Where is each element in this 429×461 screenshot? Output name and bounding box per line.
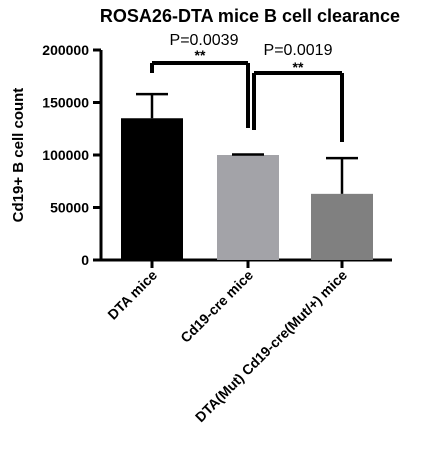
chart-title: ROSA26-DTA mice B cell clearance: [100, 6, 400, 26]
y-tick-label: 150000: [42, 95, 89, 111]
plot-area: 0 50000 100000 150000 200000 DTA mice Cd19-cre…: [42, 32, 392, 425]
bar-3: [311, 193, 373, 260]
x-tick-label: Cd19-cre mice: [177, 267, 256, 346]
y-tick-label: 200000: [42, 42, 89, 58]
p-value-label: P=0.0039: [170, 32, 239, 49]
p-value-label: P=0.0019: [264, 42, 333, 59]
y-tick-label: 0: [81, 252, 89, 268]
y-axis-label: Cd19+ B cell count: [10, 88, 27, 223]
bar-2: [217, 155, 279, 260]
y-tick-label: 100000: [42, 147, 89, 163]
significance-stars: **: [195, 47, 206, 63]
bar-1: [121, 118, 183, 260]
y-tick-label: 50000: [50, 200, 89, 216]
x-tick-label: DTA(Mut) Cd19-cre(Mut/+) mice: [192, 267, 350, 425]
significance-stars: **: [293, 59, 304, 75]
x-tick-label: DTA mice: [104, 267, 160, 323]
